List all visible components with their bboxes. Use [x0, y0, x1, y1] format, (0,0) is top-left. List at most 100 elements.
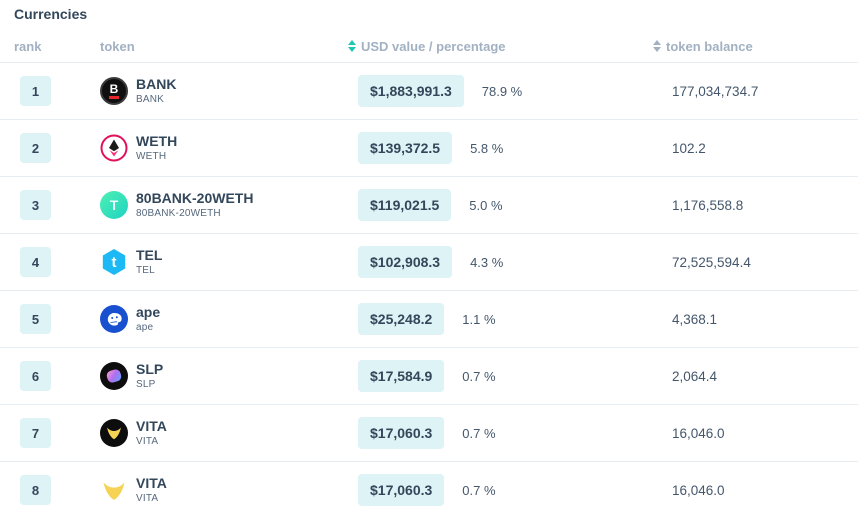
- token-cell: T 80BANK-20WETH 80BANK-20WETH: [86, 190, 344, 220]
- percentage-value: 1.1 %: [462, 311, 496, 327]
- token-cell: ape ape: [86, 304, 344, 334]
- table-body: 1 B BANK BANK $1,883,991.3 78.9 % 177,03…: [0, 63, 858, 518]
- sort-arrows-icon[interactable]: [348, 40, 356, 52]
- page-title: Currencies: [14, 6, 88, 22]
- token-symbol: 80BANK-20WETH: [136, 208, 221, 220]
- table-row: 5 ape ape $25,248.2 1.1 % 4,368.1: [0, 291, 858, 348]
- rank-badge: 1: [20, 76, 51, 106]
- column-header-token-label: token: [100, 38, 135, 54]
- token-name: SLP: [136, 361, 164, 378]
- token-balance-cell: 4,368.1: [672, 311, 718, 327]
- token-balance-cell: 1,176,558.8: [672, 197, 744, 213]
- column-header-token-balance[interactable]: token balance: [648, 39, 858, 54]
- token-name: BANK: [136, 76, 177, 93]
- token-symbol: SLP: [136, 379, 156, 391]
- rank-cell: 4: [0, 247, 86, 277]
- table-row: 2 WETH WETH $139,372.5 5.8 % 102.2: [0, 120, 858, 177]
- rank-cell: 7: [0, 418, 86, 448]
- token-cell: SLP SLP: [86, 361, 344, 391]
- token-cell: WETH WETH: [86, 133, 344, 163]
- token-symbol: VITA: [136, 493, 159, 505]
- token-cell: VITA VITA: [86, 418, 344, 448]
- token-symbol: WETH: [136, 151, 167, 163]
- column-header-usd-label: USD value / percentage: [361, 38, 506, 54]
- usd-value-cell: $25,248.2 1.1 %: [344, 303, 648, 335]
- usd-value-badge: $1,883,991.3: [358, 75, 464, 107]
- rank-badge: 6: [20, 361, 51, 391]
- column-header-usd-value[interactable]: USD value / percentage: [344, 39, 648, 54]
- usd-value-badge: $17,060.3: [358, 474, 445, 506]
- token-balance-cell: 72,525,594.4: [672, 254, 751, 270]
- percentage-value: 0.7 %: [462, 425, 496, 441]
- bank-token-icon: B: [100, 77, 128, 105]
- column-header-token: token: [86, 39, 344, 54]
- usd-value-badge: $17,060.3: [358, 417, 445, 449]
- token-balance-cell: 16,046.0: [672, 425, 725, 441]
- token-name: VITA: [136, 475, 167, 492]
- rank-cell: 3: [0, 190, 86, 220]
- rank-cell: 6: [0, 361, 86, 391]
- usd-value-cell: $102,908.3 4.3 %: [344, 246, 648, 278]
- table-row: 8 VITA VITA $17,060.3 0.7 % 16,046.0: [0, 462, 858, 518]
- vita-light-token-icon: [100, 476, 128, 504]
- token-balance-cell: 2,064.4: [672, 368, 718, 384]
- rank-cell: 1: [0, 76, 86, 106]
- usd-value-cell: $1,883,991.3 78.9 %: [344, 75, 648, 107]
- token-cell: VITA VITA: [86, 475, 344, 505]
- token-symbol: BANK: [136, 94, 165, 106]
- usd-value-badge: $17,584.9: [358, 360, 445, 392]
- table-header: rank token USD value / percentage token …: [0, 30, 858, 63]
- table-row: 7 VITA VITA $17,060.3 0.7 % 16,046.0: [0, 405, 858, 462]
- table-row: 6 SLP SLP $17,584.9 0.7 % 2,064.4: [0, 348, 858, 405]
- sort-arrows-icon[interactable]: [653, 40, 661, 52]
- tel-token-icon: t: [100, 248, 128, 276]
- token-name: TEL: [136, 247, 163, 264]
- usd-value-badge: $119,021.5: [358, 189, 452, 221]
- percentage-value: 5.0 %: [469, 197, 503, 213]
- percentage-value: 5.8 %: [470, 140, 504, 156]
- vita-dark-token-icon: [100, 419, 128, 447]
- rank-cell: 2: [0, 133, 86, 163]
- token-symbol: VITA: [136, 436, 159, 448]
- table-row: 4 t TEL TEL $102,908.3 4.3 % 72,525,594.…: [0, 234, 858, 291]
- token-symbol: TEL: [136, 265, 155, 277]
- token-cell: B BANK BANK: [86, 76, 344, 106]
- token-balance-cell: 177,034,734.7: [672, 83, 759, 99]
- slp-token-icon: [100, 362, 128, 390]
- rank-badge: 5: [20, 304, 51, 334]
- token-balance-cell: 16,046.0: [672, 482, 725, 498]
- rank-badge: 7: [20, 418, 51, 448]
- usd-value-cell: $119,021.5 5.0 %: [344, 189, 648, 221]
- token-cell: t TEL TEL: [86, 247, 344, 277]
- percentage-value: 0.7 %: [462, 482, 496, 498]
- usd-value-badge: $25,248.2: [358, 303, 445, 335]
- rank-cell: 8: [0, 475, 86, 505]
- percentage-value: 78.9 %: [481, 83, 523, 99]
- token-name: WETH: [136, 133, 178, 150]
- usd-value-cell: $17,060.3 0.7 %: [344, 474, 648, 506]
- table-row: 1 B BANK BANK $1,883,991.3 78.9 % 177,03…: [0, 63, 858, 120]
- token-name: 80BANK-20WETH: [136, 190, 254, 207]
- percentage-value: 4.3 %: [470, 254, 504, 270]
- rank-cell: 5: [0, 304, 86, 334]
- bank-weth-lp-token-icon: T: [100, 191, 128, 219]
- column-header-rank-label: rank: [14, 38, 42, 54]
- usd-value-badge: $139,372.5: [358, 132, 453, 164]
- usd-value-cell: $17,584.9 0.7 %: [344, 360, 648, 392]
- ape-token-icon: [100, 305, 128, 333]
- weth-token-icon: [100, 134, 128, 162]
- token-name: VITA: [136, 418, 167, 435]
- token-symbol: ape: [136, 322, 154, 334]
- column-header-balance-label: token balance: [666, 38, 753, 54]
- rank-badge: 2: [20, 133, 51, 163]
- usd-value-cell: $17,060.3 0.7 %: [344, 417, 648, 449]
- rank-badge: 3: [20, 190, 51, 220]
- rank-badge: 4: [20, 247, 51, 277]
- rank-badge: 8: [20, 475, 51, 505]
- usd-value-cell: $139,372.5 5.8 %: [344, 132, 648, 164]
- percentage-value: 0.7 %: [462, 368, 496, 384]
- token-name: ape: [136, 304, 161, 321]
- column-header-rank: rank: [0, 39, 86, 54]
- token-balance-cell: 102.2: [672, 140, 706, 156]
